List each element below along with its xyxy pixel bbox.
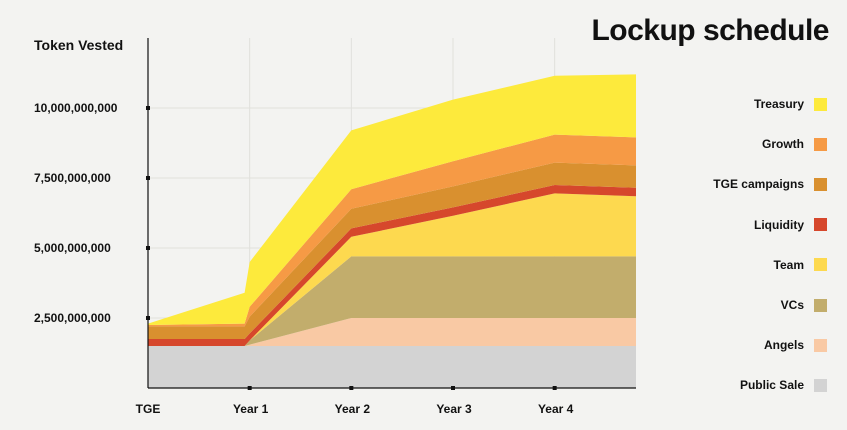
legend-swatch xyxy=(814,338,827,352)
y-tick-mark xyxy=(146,246,150,250)
y-tick-mark xyxy=(146,316,150,320)
y-tick-label: 5,000,000,000 xyxy=(34,241,111,255)
area-public-sale xyxy=(148,346,636,388)
y-tick-label: 2,500,000,000 xyxy=(34,311,111,325)
legend-swatch xyxy=(814,137,827,151)
x-tick-label: Year 1 xyxy=(233,402,269,416)
legend-item: TGE campaigns xyxy=(627,164,827,204)
legend-label: Treasury xyxy=(753,97,804,112)
legend-swatch xyxy=(814,258,827,272)
area-growth xyxy=(148,134,636,327)
legend-item: VCs xyxy=(627,285,827,325)
legend-swatch xyxy=(814,298,827,312)
legend-swatch xyxy=(814,218,827,232)
legend-label: Liquidity xyxy=(754,217,804,232)
legend-item: Public Sale xyxy=(627,365,827,405)
legend-swatch xyxy=(814,378,827,392)
chart-title: Lockup schedule xyxy=(591,14,829,47)
legend-item: Treasury xyxy=(627,84,827,124)
legend-item: Angels xyxy=(627,325,827,365)
legend-swatch xyxy=(814,177,827,191)
x-tick-label: TGE xyxy=(136,402,161,416)
x-tick-label: Year 4 xyxy=(538,402,574,416)
legend: Treasury Growth TGE campaigns Liquidity Team… xyxy=(627,84,827,406)
legend-label: VCs xyxy=(780,298,804,313)
legend-label: Growth xyxy=(762,137,804,152)
x-tick-label: Year 2 xyxy=(335,402,371,416)
legend-label: Team xyxy=(773,257,804,272)
legend-label: Public Sale xyxy=(739,378,804,393)
y-tick-label: 7,500,000,000 xyxy=(34,171,111,185)
area-tge-campaigns xyxy=(148,162,636,339)
area-vcs xyxy=(148,256,636,346)
x-tick-mark xyxy=(552,386,557,390)
area-treasury xyxy=(148,74,636,326)
y-tick-mark xyxy=(146,176,150,180)
area-angels xyxy=(148,318,636,346)
x-tick-mark xyxy=(349,386,354,390)
legend-swatch xyxy=(814,97,827,111)
legend-item: Growth xyxy=(627,124,827,164)
y-axis-label: Token Vested xyxy=(34,37,124,53)
legend-item: Liquidity xyxy=(627,205,827,245)
y-tick-label: 10,000,000,000 xyxy=(34,101,118,115)
x-tick-mark xyxy=(451,386,455,390)
area-team xyxy=(148,193,636,346)
x-tick-mark xyxy=(247,386,252,390)
y-tick-mark xyxy=(146,106,150,110)
legend-label: TGE campaigns xyxy=(713,177,804,192)
x-tick-label: Year 3 xyxy=(436,402,472,416)
legend-item: Team xyxy=(627,245,827,285)
legend-label: Angels xyxy=(763,338,804,353)
